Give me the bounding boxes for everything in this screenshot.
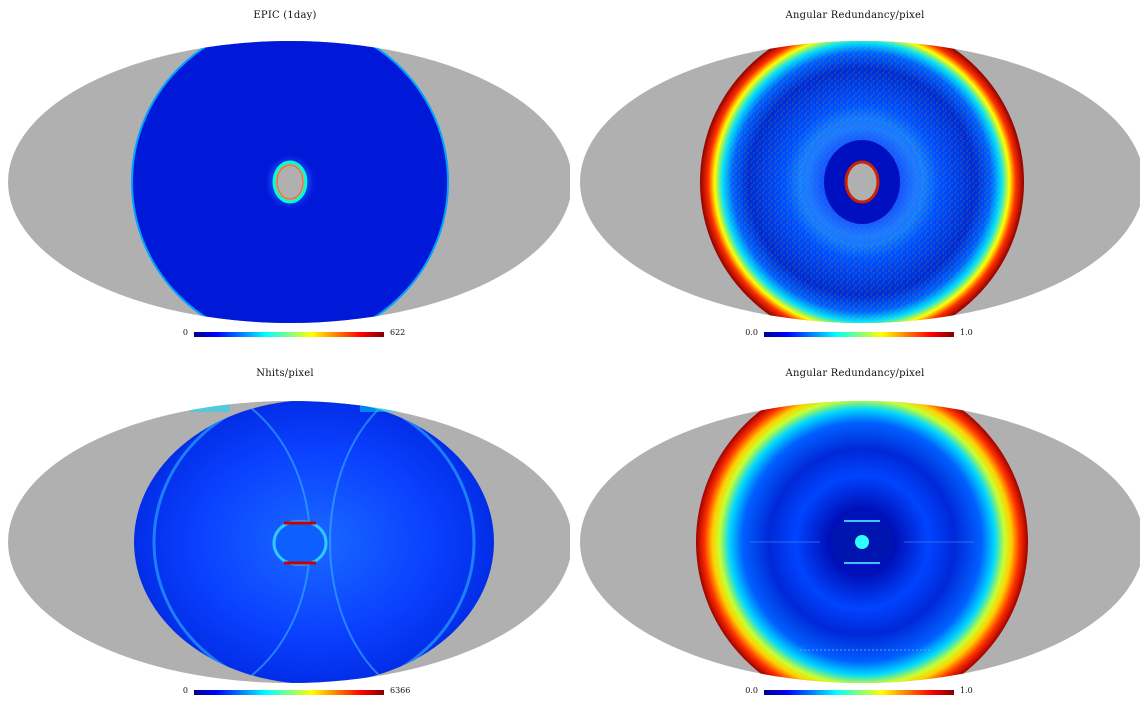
map-angular-redundancy-1 — [580, 41, 1140, 323]
center-hole — [272, 160, 308, 204]
colorbar-max: 6366 — [390, 686, 411, 695]
center-hole — [844, 160, 880, 204]
colorbar-gradient — [764, 690, 954, 695]
map-angular-redundancy-2 — [580, 401, 1140, 683]
colorbar-max: 622 — [390, 328, 406, 337]
map-nhits — [8, 401, 570, 683]
colorbar-min: 0 — [182, 686, 188, 695]
panel-title: EPIC (1day) — [253, 10, 317, 21]
colorbar: 0 622 — [0, 328, 570, 342]
panel-angular-redundancy-2: Angular Redundancy/pixel 0.0 1.0 — [570, 358, 1140, 708]
colorbar-min: 0.0 — [745, 686, 758, 695]
panel-title: Angular Redundancy/pixel — [785, 368, 925, 379]
scan-arc — [152, 401, 476, 683]
panel-nhits: Nhits/pixel 0 6366 — [0, 358, 570, 708]
panel-angular-redundancy-1: Angular Redundancy/pixel 0.0 1.0 — [570, 0, 1140, 350]
center-hole-rim — [276, 164, 304, 200]
colorbar: 0.0 1.0 — [570, 328, 1140, 342]
colorbar-min: 0 — [182, 328, 188, 337]
center-spot — [855, 535, 869, 549]
scan-arc-right — [329, 401, 494, 683]
top-highlight — [360, 401, 400, 412]
top-highlight — [190, 401, 230, 412]
colorbar: 0.0 1.0 — [570, 686, 1140, 700]
center-lens — [272, 520, 328, 566]
colorbar-gradient — [194, 332, 384, 337]
colorbar-gradient — [194, 690, 384, 695]
colorbar-gradient — [764, 332, 954, 337]
colorbar-max: 1.0 — [960, 328, 973, 337]
panel-epic: EPIC (1day) 0 622 — [0, 0, 570, 350]
panel-title: Angular Redundancy/pixel — [785, 10, 925, 21]
colorbar-min: 0.0 — [745, 328, 758, 337]
colorbar-max: 1.0 — [960, 686, 973, 695]
panel-title: Nhits/pixel — [256, 368, 314, 379]
colorbar: 0 6366 — [0, 686, 570, 700]
map-epic — [8, 41, 570, 323]
